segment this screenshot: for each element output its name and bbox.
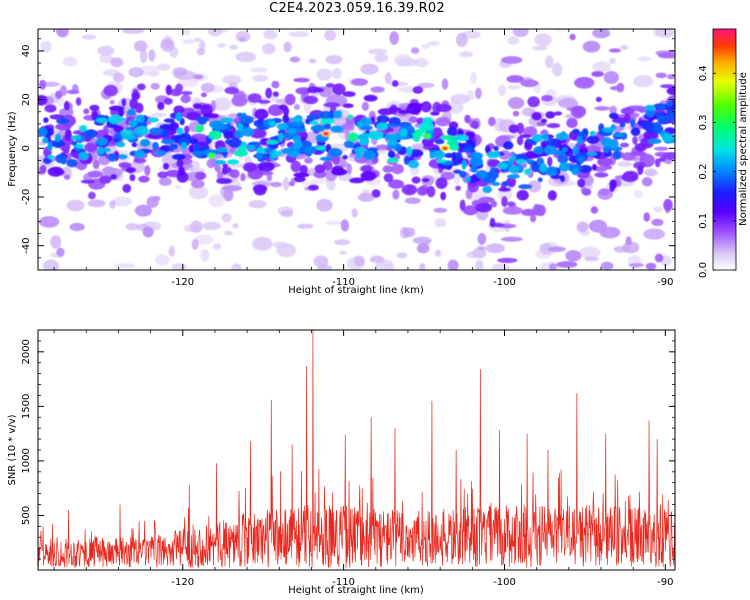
line-chart-y-axis-label: SNR (10 * v/v) (7, 414, 18, 485)
snr-series-line (38, 330, 675, 568)
y-tick-label: 1500 (21, 394, 32, 419)
y-tick-label: 500 (21, 506, 32, 525)
y-tick-label: 0 (21, 145, 32, 151)
heatmap-axes: -120 -110 -100 -90 -40 -20 0 20 40 (21, 29, 675, 288)
figure-title: C2E4.2023.059.16.39.R02 (269, 1, 445, 16)
colorbar: 0.0 0.1 0.2 0.3 0.4 (698, 28, 737, 278)
x-tick-label: -120 (171, 277, 194, 288)
y-tick-label: -20 (21, 189, 32, 205)
spectrogram-heatmap (37, 28, 676, 271)
colorbar-tick-label: 0.1 (698, 213, 709, 229)
colorbar-tick-label: 0.4 (698, 65, 709, 81)
y-tick-label: 20 (21, 93, 32, 106)
heatmap-y-axis-label: Frequency (Hz) (7, 111, 18, 187)
x-tick-label: -100 (493, 577, 516, 588)
y-tick-label: -40 (21, 237, 32, 253)
x-tick-label: -90 (657, 277, 673, 288)
heatmap-x-axis-label: Height of straight line (km) (288, 285, 424, 296)
x-tick-label: -110 (332, 577, 355, 588)
y-tick-label: 1000 (21, 448, 32, 473)
heatmap-frame (37, 28, 676, 271)
x-tick-label: -90 (657, 577, 673, 588)
y-tick-label: 2000 (21, 339, 32, 364)
snr-line-chart (37, 329, 676, 571)
colorbar-label: Normalized spectral amplitude (738, 72, 749, 226)
line-chart-axes: -120 -110 -100 -90 500 1000 1500 2000 (21, 329, 675, 588)
colorbar-tick-label: 0.2 (698, 164, 709, 180)
y-tick-label: 40 (21, 45, 32, 58)
colorbar-tick-label: 0.3 (698, 114, 709, 130)
x-tick-label: -120 (171, 577, 194, 588)
x-tick-label: -110 (332, 277, 355, 288)
colorbar-tick-label: 0.0 (698, 262, 709, 278)
x-tick-label: -100 (493, 277, 516, 288)
colorbar-gradient (713, 29, 736, 270)
line-chart-x-axis-label: Height of straight line (km) (288, 585, 424, 596)
colorbar-frame (712, 28, 737, 271)
